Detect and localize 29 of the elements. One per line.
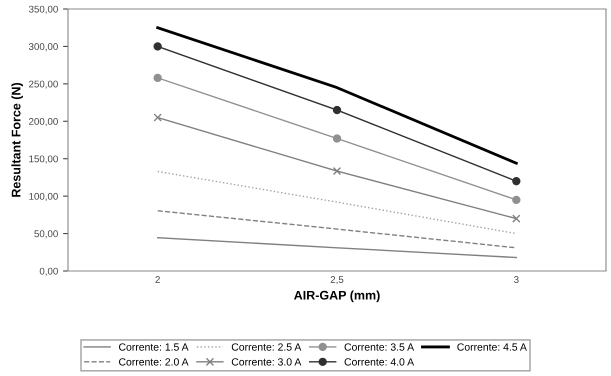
legend-label: Corrente: 1.5 A bbox=[119, 343, 189, 351]
point bbox=[154, 74, 162, 82]
point bbox=[332, 166, 342, 176]
y-tick-label: 150,00 bbox=[29, 155, 58, 164]
y-tick-label: 250,00 bbox=[29, 80, 58, 89]
y-tick-label: 350,00 bbox=[28, 6, 58, 14]
y-tick-label: 300,00 bbox=[28, 43, 58, 52]
legend-label: Corrente: 2.0 A bbox=[119, 358, 189, 366]
y-tick-label: 50,00 bbox=[34, 230, 58, 238]
point bbox=[332, 106, 342, 114]
legend-label: Corrente: 2.5 A bbox=[232, 343, 302, 351]
x-tick-label: 3 bbox=[514, 276, 519, 283]
point bbox=[512, 214, 520, 223]
point bbox=[154, 42, 162, 51]
y-axis-title: Resultant Force (N) bbox=[11, 82, 23, 197]
legend-label: Corrente: 3.5 A bbox=[344, 343, 414, 351]
y-tick-label: 0,00 bbox=[40, 268, 58, 276]
point bbox=[154, 113, 162, 122]
y-tick-label: 100,00 bbox=[29, 192, 58, 201]
point bbox=[512, 196, 520, 204]
legend-label: Corrente: 4.0 A bbox=[344, 358, 414, 366]
point bbox=[512, 177, 520, 186]
legend-label: Corrente: 3.0 A bbox=[232, 358, 302, 366]
x-tick-label: 2,5 bbox=[330, 276, 344, 284]
x-axis-title: AIR-GAP (mm) bbox=[294, 290, 380, 302]
point bbox=[332, 134, 342, 143]
y-tick-label: 200,00 bbox=[29, 118, 58, 126]
x-tick-label: 2 bbox=[155, 276, 160, 283]
legend-label: Corrente: 4.5 A bbox=[457, 343, 527, 351]
